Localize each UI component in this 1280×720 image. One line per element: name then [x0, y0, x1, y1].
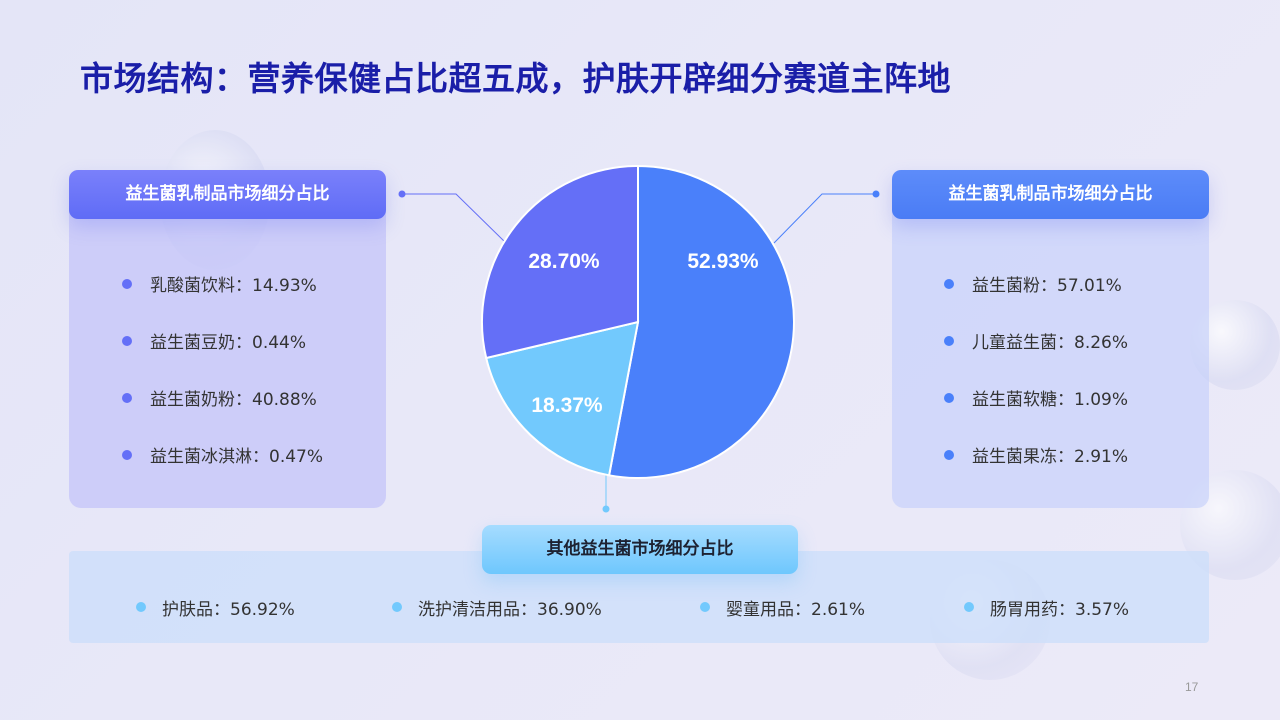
item-label: 儿童益生菌：8.26%	[972, 333, 1129, 353]
item-label: 婴童用品：2.61%	[726, 599, 866, 620]
dairy-panel-title: 益生菌乳制品市场细分占比	[69, 170, 386, 219]
other-panel-title: 其他益生菌市场细分占比	[482, 525, 798, 574]
bullet-icon	[944, 278, 954, 289]
other-list: 护肤品：56.92% 洗护清洁用品：36.90% 婴童用品：2.61% 肠胃用药…	[136, 590, 1129, 624]
pie-label-other: 18.37%	[531, 394, 603, 417]
item-label: 益生菌奶粉：40.88%	[150, 390, 317, 410]
list-item: 益生菌软糖：1.09%	[944, 369, 1128, 426]
list-item: 儿童益生菌：8.26%	[944, 312, 1128, 369]
list-item: 益生菌奶粉：40.88%	[122, 369, 323, 426]
item-label: 益生菌豆奶：0.44%	[150, 333, 307, 353]
list-item: 益生菌果冻：2.91%	[944, 426, 1128, 483]
list-item: 乳酸菌饮料：14.93%	[122, 255, 323, 312]
bullet-icon	[944, 392, 954, 403]
list-item: 洗护清洁用品：36.90%	[392, 590, 700, 624]
list-item: 婴童用品：2.61%	[700, 590, 964, 624]
bullet-icon	[964, 602, 974, 612]
list-item: 益生菌粉：57.01%	[944, 255, 1128, 312]
connector-lines	[398, 190, 880, 513]
item-label: 益生菌果冻：2.91%	[972, 447, 1129, 467]
item-label: 益生菌软糖：1.09%	[972, 390, 1129, 410]
page-number: 17	[1185, 680, 1199, 694]
item-label: 护肤品：56.92%	[162, 599, 295, 620]
bullet-icon	[944, 449, 954, 460]
pie-slice-dairy	[481, 164, 639, 360]
list-item: 益生菌冰淇淋：0.47%	[122, 426, 323, 483]
page-title: 市场结构：营养保健占比超五成，护肤开辟细分赛道主阵地	[80, 59, 951, 98]
pie-label-supplement: 52.93%	[687, 250, 759, 273]
list-item: 护肤品：56.92%	[136, 590, 392, 624]
bullet-icon	[700, 602, 710, 612]
list-item: 益生菌豆奶：0.44%	[122, 312, 323, 369]
dairy-panel	[69, 170, 386, 508]
supplement-panel-title: 益生菌乳制品市场细分占比	[892, 170, 1209, 219]
pie-label-dairy: 28.70%	[528, 250, 600, 273]
bullet-icon	[944, 335, 954, 346]
item-label: 益生菌冰淇淋：0.47%	[150, 447, 324, 467]
bullet-icon	[136, 602, 146, 612]
item-label: 乳酸菌饮料：14.93%	[150, 276, 317, 296]
list-item: 肠胃用药：3.57%	[964, 590, 1129, 624]
pie-slice-supplement	[607, 164, 795, 479]
bullet-icon	[122, 335, 132, 346]
item-label: 洗护清洁用品：36.90%	[418, 599, 602, 620]
bullet-icon	[122, 392, 132, 403]
pie-slice-other	[484, 320, 640, 477]
bullet-icon	[122, 278, 132, 289]
item-label: 益生菌粉：57.01%	[972, 276, 1122, 296]
supplement-list: 益生菌粉：57.01% 儿童益生菌：8.26% 益生菌软糖：1.09% 益生菌果…	[944, 255, 1128, 483]
dairy-list: 乳酸菌饮料：14.93% 益生菌豆奶：0.44% 益生菌奶粉：40.88% 益生…	[122, 255, 323, 483]
bullet-icon	[392, 602, 402, 612]
item-label: 肠胃用药：3.57%	[990, 599, 1130, 620]
bullet-icon	[122, 449, 132, 460]
